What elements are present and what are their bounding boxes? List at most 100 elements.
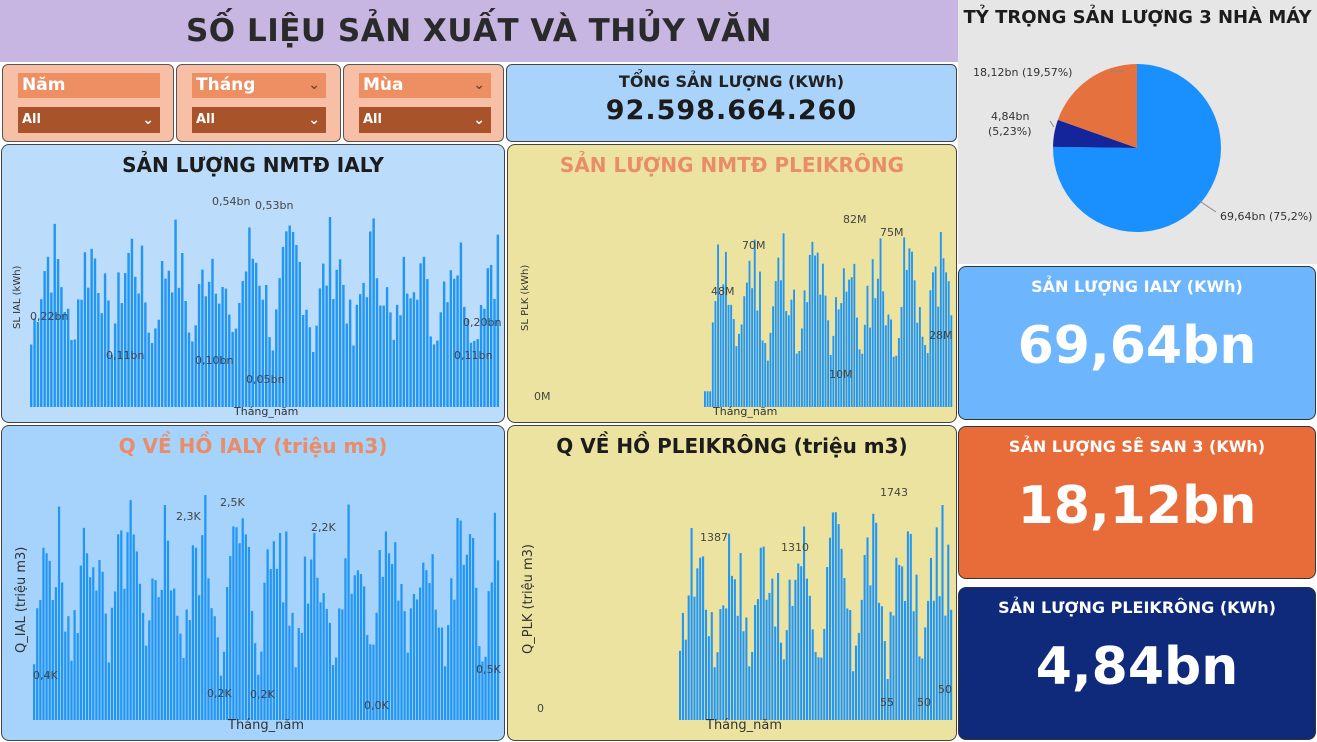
bar bbox=[908, 248, 911, 407]
bar bbox=[82, 527, 86, 720]
bar bbox=[369, 644, 372, 720]
bar bbox=[50, 292, 53, 407]
bar bbox=[719, 294, 722, 407]
bar bbox=[875, 522, 878, 720]
bar bbox=[884, 325, 887, 407]
bar bbox=[173, 588, 176, 720]
bar bbox=[204, 495, 207, 720]
bar bbox=[748, 260, 751, 407]
bar bbox=[745, 617, 748, 720]
chart-title: SẢN LƯỢNG NMTĐ PLEIKRÔNG bbox=[559, 153, 905, 177]
bar bbox=[475, 587, 478, 720]
bar bbox=[483, 308, 486, 407]
bar bbox=[459, 520, 462, 720]
bar bbox=[184, 301, 187, 407]
bar bbox=[80, 299, 83, 407]
bar bbox=[328, 622, 332, 720]
bar bbox=[312, 352, 315, 407]
bar bbox=[201, 535, 204, 720]
bar bbox=[449, 270, 453, 407]
bar bbox=[837, 524, 840, 720]
bar bbox=[268, 337, 271, 407]
pleikrong-output-label: SẢN LƯỢNG PLEIKRÔNG (KWh) bbox=[998, 598, 1276, 617]
bar bbox=[753, 239, 756, 407]
bar bbox=[123, 588, 126, 720]
bar bbox=[244, 271, 248, 407]
slicer-season-dropdown[interactable]: All ⌄ bbox=[359, 107, 491, 133]
bar bbox=[341, 609, 344, 720]
bar bbox=[40, 299, 43, 407]
bar bbox=[704, 391, 706, 407]
bar bbox=[117, 272, 120, 407]
bar bbox=[135, 551, 138, 720]
bar bbox=[57, 506, 61, 720]
y-axis-label: Q_PLK (triệu m3) bbox=[521, 544, 536, 654]
bar bbox=[298, 261, 301, 407]
data-label: 0,11bn bbox=[454, 349, 492, 362]
bar bbox=[120, 530, 123, 720]
bar bbox=[924, 345, 927, 407]
bar bbox=[278, 532, 282, 720]
dashboard-title-bar: SỐ LIỆU SẢN XUẤT VÀ THỦY VĂN bbox=[0, 0, 958, 62]
bar bbox=[174, 219, 177, 407]
bar bbox=[837, 309, 840, 407]
bar bbox=[724, 251, 727, 407]
bar bbox=[863, 555, 866, 720]
data-label: 0,20bn bbox=[463, 316, 501, 329]
bar bbox=[878, 602, 881, 720]
bar bbox=[803, 526, 806, 720]
bar bbox=[211, 258, 214, 407]
bar bbox=[113, 323, 117, 407]
bar bbox=[780, 280, 782, 407]
bar bbox=[727, 304, 730, 407]
bar bbox=[843, 578, 846, 720]
bar bbox=[187, 332, 191, 407]
chevron-down-icon: ⌄ bbox=[473, 77, 485, 93]
bar bbox=[310, 559, 313, 720]
bar bbox=[826, 567, 829, 720]
bar bbox=[800, 566, 803, 720]
bar bbox=[702, 556, 705, 720]
bar bbox=[338, 259, 342, 407]
bar bbox=[909, 533, 912, 720]
bar bbox=[338, 608, 341, 720]
slicer-year[interactable]: Năm All ⌄ bbox=[2, 64, 174, 142]
chart-ialy-inflow: Q VỀ HỒ IALY (triệu m3) 0,4K 2,3K 2,5K 0… bbox=[1, 425, 505, 741]
pie-label: 69,64bn (75,2%) bbox=[1220, 210, 1312, 223]
bar bbox=[124, 273, 127, 407]
bar bbox=[687, 595, 690, 720]
data-label: 75M bbox=[880, 226, 904, 239]
bar bbox=[372, 218, 375, 407]
slicer-year-dropdown[interactable]: All ⌄ bbox=[18, 107, 160, 133]
bar bbox=[308, 327, 312, 407]
bar bbox=[777, 257, 780, 407]
bar bbox=[823, 628, 826, 720]
data-label: 0,5K bbox=[476, 663, 501, 676]
bar bbox=[849, 610, 852, 720]
bar bbox=[366, 635, 369, 720]
bar bbox=[432, 344, 436, 407]
bar bbox=[929, 557, 933, 720]
slicer-season[interactable]: Mùa ⌄ All ⌄ bbox=[343, 64, 504, 142]
bar bbox=[446, 302, 449, 407]
bar bbox=[394, 542, 397, 720]
bar bbox=[785, 311, 788, 407]
bar bbox=[848, 279, 851, 407]
bar bbox=[397, 600, 400, 720]
bar bbox=[794, 579, 797, 720]
bar bbox=[921, 336, 924, 407]
slicer-month[interactable]: Tháng ⌄ All ⌄ bbox=[176, 64, 341, 142]
bar bbox=[219, 675, 223, 720]
bar bbox=[468, 534, 472, 720]
bar bbox=[751, 288, 754, 407]
ialy-output-card: SẢN LƯỢNG IALY (KWh) 69,64bn bbox=[958, 266, 1316, 420]
bar bbox=[869, 327, 872, 407]
bar bbox=[440, 627, 444, 720]
sesan-output-value: 18,12bn bbox=[1017, 476, 1257, 536]
bar bbox=[363, 586, 366, 720]
chart-title: SẢN LƯỢNG NMTĐ IALY bbox=[122, 153, 384, 177]
bar bbox=[777, 573, 780, 720]
bar bbox=[768, 592, 771, 720]
chart-plot-pleikrong-inflow: 0 1387 1310 1743 55 50 50 bbox=[537, 486, 953, 720]
slicer-month-dropdown[interactable]: All ⌄ bbox=[192, 107, 326, 133]
